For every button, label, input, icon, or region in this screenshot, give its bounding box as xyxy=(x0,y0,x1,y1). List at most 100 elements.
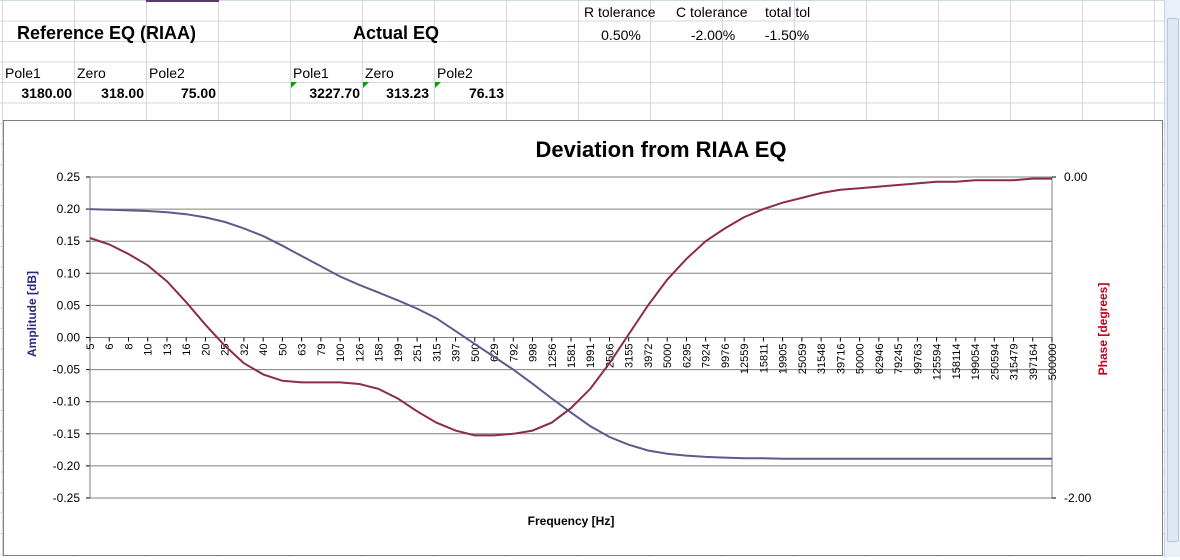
y-tick-label: -0.20 xyxy=(53,459,81,473)
x-tick-label: 50 xyxy=(277,344,289,356)
comment-marker-icon xyxy=(291,82,297,88)
x-tick-label: 5000 xyxy=(662,344,674,368)
y-tick-label: 0.15 xyxy=(57,234,81,248)
act-zero-value[interactable]: 313.23 xyxy=(386,85,429,101)
x-tick-label: 158 xyxy=(374,344,386,362)
comment-marker-icon xyxy=(435,82,441,88)
x-tick-label: 500 xyxy=(470,344,482,362)
x-tick-label: 500000 xyxy=(1047,344,1059,381)
x-tick-label: 315 xyxy=(431,344,443,362)
act-pole2-value[interactable]: 76.13 xyxy=(468,85,504,101)
ref-pole1-label: Pole1 xyxy=(5,65,41,81)
left-axis: 0.25 0.20 0.15 0.10 0.05 0.00 -0.05 -0.10 -0.15 -… xyxy=(53,170,91,505)
y2-tick-label: -2.00 xyxy=(1064,491,1092,505)
x-tick-label: 6 xyxy=(104,344,116,350)
x-tick-label: 19905 xyxy=(778,344,790,375)
act-pole1-label: Pole1 xyxy=(293,65,329,81)
x-tick-label: 15811 xyxy=(758,344,770,374)
x-tick-label: 79 xyxy=(316,344,328,356)
x-tick-label: 397164 xyxy=(1028,344,1040,381)
x-tick-label: 7924 xyxy=(701,344,713,368)
selected-cell-indicator xyxy=(146,0,219,2)
total-tolerance-value[interactable]: -1.50% xyxy=(764,27,810,43)
x-tick-label: 397 xyxy=(451,344,463,362)
x-tick-label: 251 xyxy=(412,344,424,362)
x-tick-label: 199 xyxy=(393,344,405,362)
x-tick-label: 126 xyxy=(354,344,366,362)
ref-pole2-value[interactable]: 75.00 xyxy=(180,85,216,101)
x-tick-label: 1581 xyxy=(566,344,578,368)
y-tick-label: -0.25 xyxy=(53,491,81,505)
c-tolerance-label: C tolerance xyxy=(676,4,748,20)
act-pole1-value[interactable]: 3227.70 xyxy=(309,85,360,101)
x-tick-label: 199054 xyxy=(970,344,982,381)
act-pole2-label: Pole2 xyxy=(437,65,473,81)
phase-series-line xyxy=(89,177,1052,437)
x-tick-label: 40 xyxy=(258,344,270,356)
x-tick-label: 50000 xyxy=(855,344,867,375)
x-tick-label: 315479 xyxy=(1009,344,1021,381)
chart-area[interactable]: 0.25 0.20 0.15 0.10 0.05 0.00 -0.05 -0.10 -0.15 -… xyxy=(3,120,1163,556)
y-tick-label: -0.15 xyxy=(53,427,81,441)
x-axis-label: Frequency [Hz] xyxy=(528,514,615,528)
x-tick-label: 79245 xyxy=(893,344,905,375)
x-tick-label: 125594 xyxy=(932,344,944,381)
x-tick-label: 12559 xyxy=(739,344,751,375)
x-tick-label: 2506 xyxy=(604,344,616,368)
amplitude-series-line xyxy=(89,208,1052,460)
x-tick-label: 8 xyxy=(123,344,135,350)
y-axis-label: Amplitude [dB] xyxy=(25,271,39,357)
x-tick-label: 10 xyxy=(143,344,155,356)
ref-pole1-value[interactable]: 3180.00 xyxy=(21,85,72,101)
c-tolerance-value[interactable]: -2.00% xyxy=(690,27,736,43)
total-tolerance-label: total tol xyxy=(765,4,811,20)
x-tick-label: 25059 xyxy=(797,344,809,375)
comment-marker-icon xyxy=(363,82,369,88)
ref-zero-value[interactable]: 318.00 xyxy=(101,85,144,101)
right-axis: 0.00 -2.00 xyxy=(1051,170,1092,505)
y-tick-label: 0.10 xyxy=(57,266,81,280)
x-axis: 5 6 8 10 13 16 20 25 32 40 50 63 79 100 126 158 199 251 31… xyxy=(85,337,1059,381)
x-tick-label: 31548 xyxy=(816,344,828,375)
x-tick-label: 39716 xyxy=(835,344,847,375)
x-tick-label: 62946 xyxy=(874,344,886,375)
x-tick-label: 16 xyxy=(181,344,193,356)
ref-zero-label: Zero xyxy=(77,65,106,81)
x-tick-label: 629 xyxy=(489,344,501,362)
actual-eq-title: Actual EQ xyxy=(353,23,440,43)
x-tick-label: 250594 xyxy=(989,344,1001,381)
x-tick-label: 1991 xyxy=(585,344,597,368)
x-tick-label: 25 xyxy=(220,344,232,356)
x-tick-label: 99763 xyxy=(912,344,924,375)
x-tick-label: 63 xyxy=(297,344,309,356)
y-tick-label: 0.25 xyxy=(57,170,81,184)
x-tick-label: 792 xyxy=(508,344,520,362)
y-tick-label: -0.10 xyxy=(53,395,81,409)
x-tick-label: 6295 xyxy=(681,344,693,368)
y-tick-label: 0.20 xyxy=(57,202,81,216)
x-tick-label: 158114 xyxy=(951,344,963,380)
x-tick-label: 9976 xyxy=(720,344,732,368)
ref-pole2-label: Pole2 xyxy=(149,65,185,81)
vertical-scrollbar[interactable] xyxy=(1164,0,1180,557)
y2-tick-label: 0.00 xyxy=(1064,170,1088,184)
r-tolerance-label: R tolerance xyxy=(584,4,656,20)
y-tick-label: -0.05 xyxy=(53,363,81,377)
x-tick-label: 998 xyxy=(528,344,540,362)
scrollbar-thumb[interactable] xyxy=(1167,18,1179,542)
chart-title: Deviation from RIAA EQ xyxy=(536,137,787,162)
r-tolerance-value[interactable]: 0.50% xyxy=(601,27,641,43)
y-tick-label: 0.05 xyxy=(57,298,81,312)
y-tick-label: 0.00 xyxy=(57,331,81,345)
x-tick-label: 32 xyxy=(239,344,251,356)
x-tick-label: 1256 xyxy=(547,344,559,368)
x-tick-label: 100 xyxy=(335,344,347,362)
deviation-chart: 0.25 0.20 0.15 0.10 0.05 0.00 -0.05 -0.10 -0.15 -… xyxy=(25,137,1110,528)
x-tick-label: 3155 xyxy=(624,344,636,368)
x-tick-label: 20 xyxy=(200,344,212,356)
series-lines xyxy=(89,177,1052,460)
act-zero-label: Zero xyxy=(365,65,394,81)
x-tick-label: 3972 xyxy=(643,344,655,368)
x-tick-label: 13 xyxy=(162,344,174,356)
y2-axis-label: Phase [degrees] xyxy=(1096,283,1110,376)
